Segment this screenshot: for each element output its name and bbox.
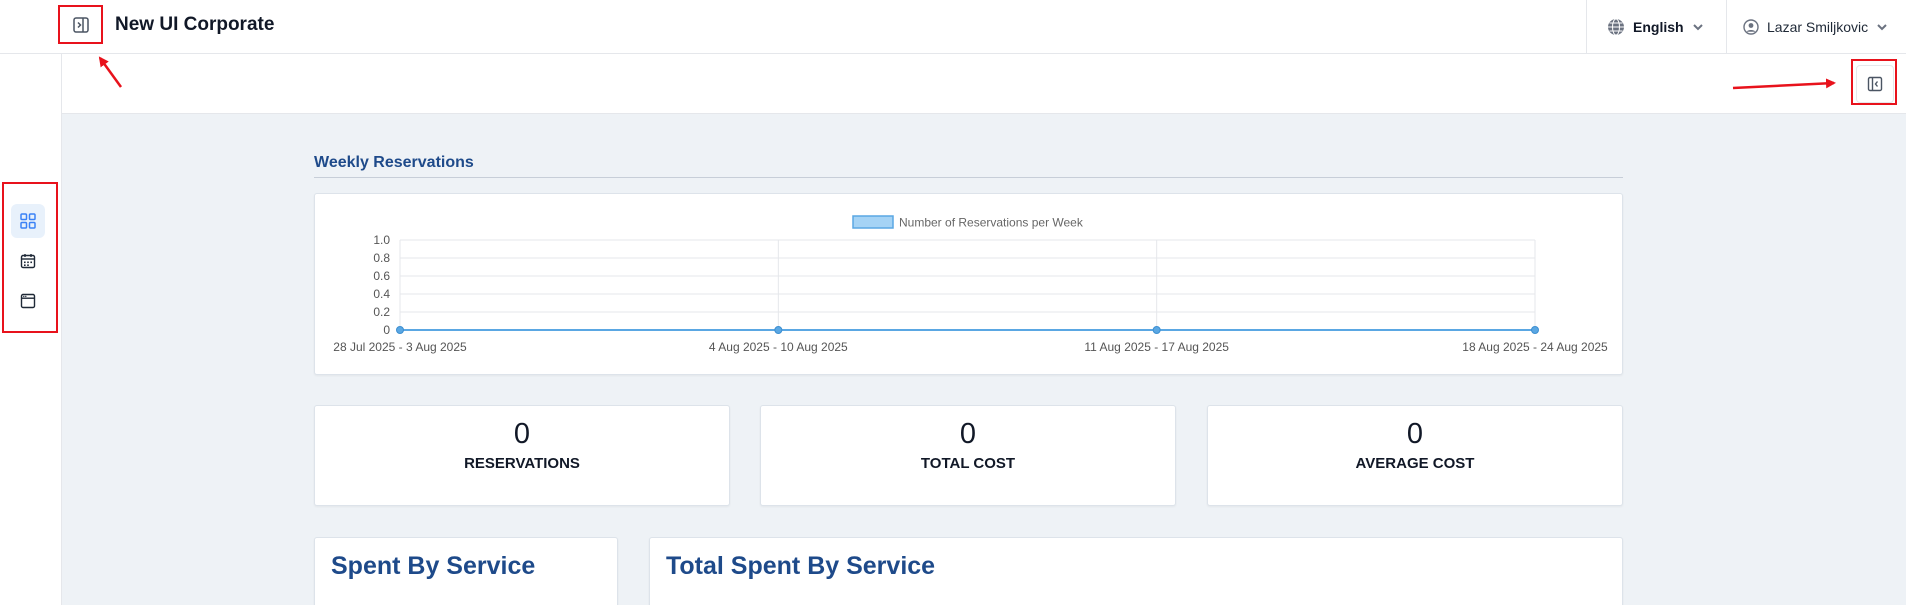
chevron-down-icon [1877,24,1887,31]
annotation-box-sidebar-nav [2,182,58,333]
main-content: Weekly Reservations 1.0 0.8 0.6 0.4 0.2 0 28 J… [62,114,1906,605]
left-sidebar [0,54,62,605]
chart-x-tick-label: 28 Jul 2025 - 3 Aug 2025 [333,340,467,354]
browser-window-icon [20,293,36,309]
stat-value: 0 [1406,418,1424,450]
stat-card-average-cost: 0 AVERAGE COST [1207,405,1623,506]
top-header: New UI Corporate English Lazar Smiljkovi… [0,0,1906,54]
right-panel-toggle-button[interactable] [1856,65,1894,103]
chart-y-tick-label: 0 [383,323,390,337]
card-title: Spent By Service [331,552,536,580]
globe-icon [1608,18,1624,36]
annotation-box-sidebar-toggle [58,5,103,44]
sidebar-item-dashboard[interactable] [11,204,45,238]
stat-value: 0 [513,418,531,450]
chart-x-tick-label: 18 Aug 2025 - 24 Aug 2025 [1462,340,1608,354]
chart-x-tick-label: 11 Aug 2025 - 17 Aug 2025 [1084,340,1229,354]
stat-card-total-cost: 0 TOTAL COST [760,405,1176,506]
chart-y-tick-label: 0.2 [373,305,390,319]
total-spent-by-service-card: Total Spent By Service [649,537,1623,605]
chart-y-tick-label: 0.6 [373,269,390,283]
stat-label: AVERAGE COST [1355,455,1475,472]
chart-data-point [1531,326,1539,334]
sidebar-toggle-button[interactable] [72,16,90,34]
calendar-icon [20,254,36,269]
sidebar-item-window[interactable] [11,284,45,318]
weekly-reservations-chart: 1.0 0.8 0.6 0.4 0.2 0 28 Jul 2025 - 3 Aug 2025… [314,193,1623,375]
language-selector[interactable]: English [1586,0,1726,54]
app-title: New UI Corporate [115,14,275,35]
chart-y-tick-label: 0.4 [373,287,390,301]
sidebar-item-calendar[interactable] [11,244,45,278]
chart-legend-swatch [852,215,894,229]
user-name: Lazar Smiljkovic [1767,19,1869,35]
user-avatar-icon [1743,19,1759,35]
stat-label: RESERVATIONS [464,455,580,472]
chart-x-tick-label: 4 Aug 2025 - 10 Aug 2025 [709,340,848,354]
section-title: Weekly Reservations [314,154,474,171]
panel-collapse-icon [1867,76,1883,92]
card-title: Total Spent By Service [666,552,936,580]
chart-y-tick-label: 1.0 [373,233,390,247]
chart-data-point [774,326,783,334]
section-divider [314,177,1623,178]
chevron-down-icon [1692,24,1703,31]
chart-canvas: 1.0 0.8 0.6 0.4 0.2 0 28 Jul 2025 - 3 Aug 2025… [333,215,1608,354]
chart-data-point [396,326,404,334]
panel-expand-icon [73,17,89,33]
chart-legend-label: Number of Reservations per Week [899,216,1084,230]
dashboard-grid-icon [20,213,36,229]
chart-data-point [1152,326,1161,334]
user-menu[interactable]: Lazar Smiljkovic [1726,0,1906,54]
annotation-box-panel-toggle [1851,59,1897,105]
stat-label: TOTAL COST [920,455,1016,472]
language-label: English [1633,19,1684,35]
sub-header-bar [62,54,1906,114]
stat-card-reservations: 0 RESERVATIONS [314,405,730,506]
spent-by-service-card: Spent By Service [314,537,618,605]
stat-value: 0 [959,418,977,450]
chart-y-tick-label: 0.8 [373,251,390,265]
